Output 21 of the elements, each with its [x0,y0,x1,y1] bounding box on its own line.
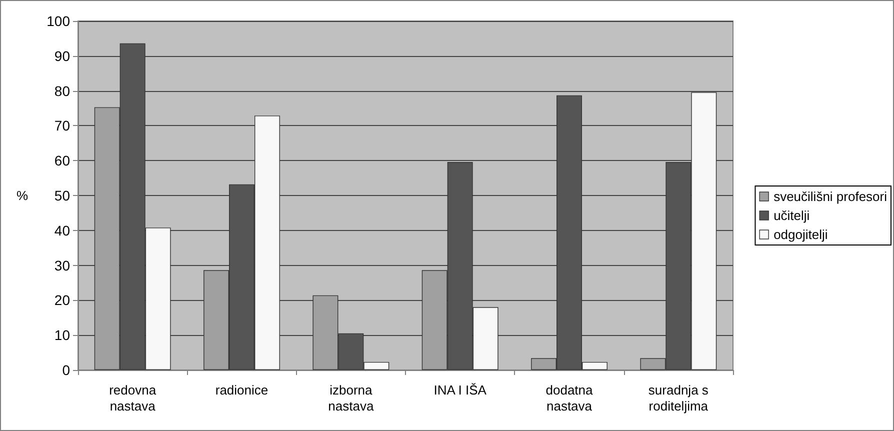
x-tick-label: dodatna nastava [546,382,594,414]
y-tick-label: 100 [46,13,70,29]
y-tick-label: 50 [54,188,70,204]
x-tick-label: radionice [215,382,268,398]
x-tick-label: suradnja s roditeljima [648,382,709,414]
y-tick-label: 70 [54,118,70,134]
x-tick-label: redovna nastava [109,382,157,414]
legend-label: učitelji [774,208,810,223]
legend-label: sveučilišni profesori [774,189,888,204]
x-tick-label: INA I IŠA [434,382,487,398]
y-axis-title: % [16,188,28,203]
y-tick-label: 90 [54,48,70,64]
y-tick-label: 20 [54,292,70,308]
y-tick-label: 40 [54,222,70,238]
x-tick-label: izborna nastava [328,382,374,414]
y-tick-label: 30 [54,257,70,274]
legend-label: odgojitelji [774,227,828,242]
y-tick-label: 80 [54,82,70,99]
y-tick-label: 10 [54,327,70,344]
y-tick-label: 0 [62,362,70,378]
y-tick-label: 60 [54,152,70,169]
